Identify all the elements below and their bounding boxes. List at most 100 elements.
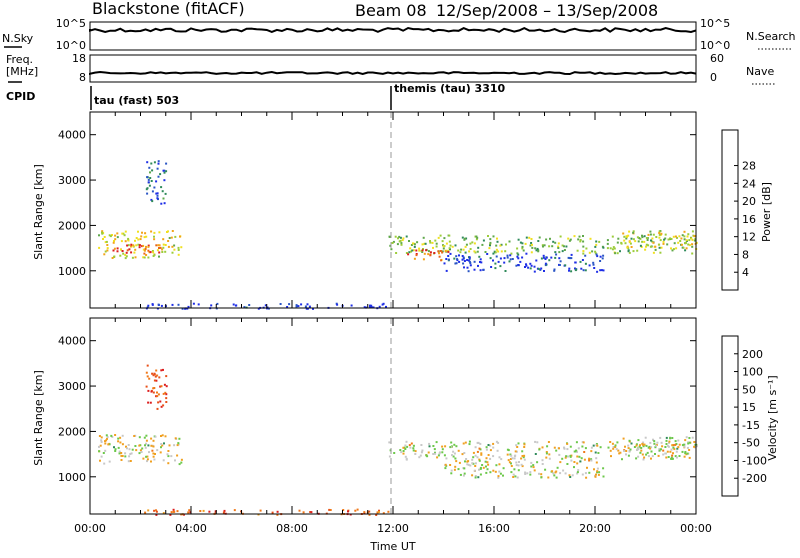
data-point	[410, 250, 412, 253]
data-point	[472, 456, 475, 459]
data-point	[658, 246, 661, 249]
data-point	[508, 260, 511, 263]
data-point	[356, 508, 359, 511]
freq-trace	[89, 70, 697, 76]
x-tick-label: 04:00	[175, 522, 207, 535]
colorbar-tick-label: -15	[742, 419, 760, 432]
data-point	[405, 440, 408, 443]
data-point	[466, 463, 469, 466]
data-point	[432, 445, 435, 447]
data-point	[628, 230, 631, 233]
data-point	[467, 463, 470, 466]
data-point	[567, 256, 570, 259]
data-point	[469, 264, 472, 267]
data-point	[145, 442, 147, 445]
data-point	[433, 252, 436, 254]
data-point	[691, 436, 694, 439]
data-point	[145, 439, 148, 442]
data-point	[687, 442, 690, 445]
data-point	[400, 242, 403, 245]
data-point	[499, 244, 502, 247]
data-point	[676, 236, 678, 239]
data-point	[474, 446, 477, 449]
data-point	[104, 442, 107, 445]
data-point	[679, 240, 682, 242]
data-point	[385, 305, 387, 308]
data-point	[420, 451, 423, 454]
data-point	[474, 454, 477, 457]
data-point	[171, 303, 174, 306]
data-point	[685, 241, 687, 244]
data-point	[693, 441, 696, 443]
data-point	[288, 303, 291, 306]
data-point	[276, 513, 279, 516]
data-point	[557, 245, 560, 248]
data-point	[627, 234, 630, 237]
data-point	[112, 249, 115, 252]
data-point	[529, 471, 532, 474]
data-point	[680, 243, 683, 246]
data-point	[120, 459, 123, 461]
data-point	[559, 260, 562, 263]
data-point	[619, 451, 622, 454]
data-point	[438, 452, 441, 455]
data-point	[542, 245, 544, 248]
data-point	[495, 248, 498, 251]
data-point	[453, 257, 456, 260]
data-point	[530, 465, 533, 468]
data-point	[155, 510, 158, 513]
data-point	[635, 444, 638, 447]
data-point	[172, 508, 175, 511]
data-point	[596, 444, 599, 447]
data-point	[153, 161, 156, 164]
y-tick-label: 1000	[58, 265, 86, 278]
data-point	[636, 249, 639, 252]
data-point	[500, 250, 503, 253]
data-point	[407, 253, 410, 256]
data-point	[146, 364, 149, 367]
data-point	[412, 447, 415, 450]
data-point	[671, 444, 674, 447]
data-point	[687, 233, 690, 236]
data-point	[489, 444, 492, 447]
data-point	[482, 268, 485, 271]
data-point	[510, 252, 513, 255]
data-point	[674, 440, 677, 443]
data-point	[660, 441, 663, 444]
data-point	[130, 245, 132, 248]
data-point	[368, 513, 371, 516]
data-point	[520, 463, 523, 466]
data-point	[177, 303, 180, 306]
data-point	[474, 475, 477, 477]
data-point	[394, 235, 397, 238]
data-point	[477, 476, 480, 479]
data-point	[651, 240, 654, 243]
data-point	[553, 446, 556, 449]
data-point	[632, 250, 635, 253]
data-point	[465, 243, 468, 246]
data-point	[180, 246, 183, 249]
data-point	[622, 232, 625, 235]
data-point	[487, 235, 489, 237]
data-point	[390, 248, 393, 251]
data-point	[114, 434, 117, 436]
data-point	[100, 439, 103, 442]
data-point	[124, 240, 127, 243]
data-point	[177, 442, 180, 445]
data-point	[541, 463, 544, 465]
data-point	[412, 249, 415, 252]
data-point	[402, 237, 405, 240]
data-point	[157, 393, 160, 396]
data-point	[405, 235, 408, 238]
data-point	[536, 247, 539, 250]
data-point	[377, 511, 380, 513]
data-point	[662, 240, 665, 243]
data-point	[683, 445, 686, 448]
data-point	[166, 453, 169, 456]
data-point	[594, 245, 597, 248]
data-point	[693, 445, 696, 448]
data-point	[142, 256, 145, 259]
data-point	[400, 243, 403, 246]
data-point	[134, 256, 137, 259]
data-point	[645, 453, 648, 456]
